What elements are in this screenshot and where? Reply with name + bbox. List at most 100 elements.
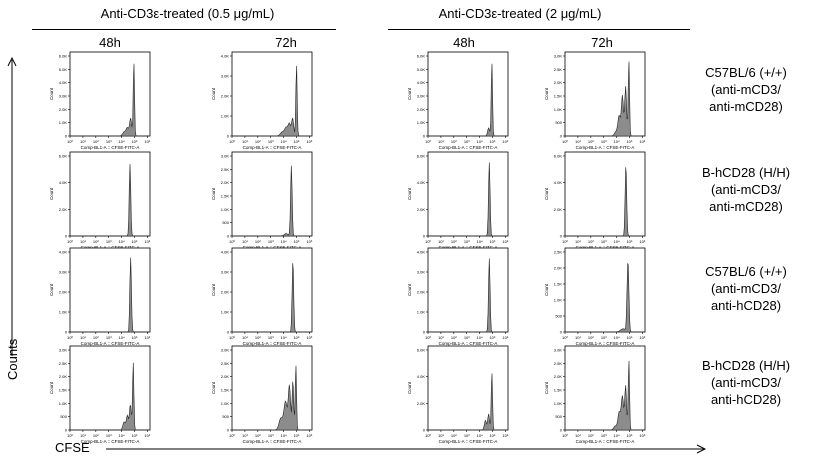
x-axis-title: Comp-BL1-A :: CFSE-FITC-A bbox=[439, 439, 498, 444]
histogram-area bbox=[565, 263, 645, 333]
x-tick-label: 10⁴ bbox=[614, 335, 620, 340]
y-tick-label: 500 bbox=[60, 414, 67, 419]
histogram-panel: 0 2.0K 4.0K 6.0K Count 10⁰ 10¹ 10² 10³ 10⁴ 10⁵ 10⁶ C… bbox=[407, 345, 509, 444]
x-tick-label: 10⁴ bbox=[614, 139, 620, 144]
group-divider-low-dose bbox=[32, 29, 336, 30]
x-tick-label: 10⁴ bbox=[477, 139, 483, 144]
y-tick-label: 3.0K bbox=[554, 54, 563, 59]
x-tick-label: 10² bbox=[451, 433, 457, 438]
y-axis-title: Count bbox=[544, 187, 549, 200]
x-tick-label: 10⁶ bbox=[502, 239, 508, 244]
histogram-area bbox=[565, 167, 645, 237]
row-label-4: B-hCD28 (H/H) (anti-mCD3/ anti-hCD28) bbox=[672, 357, 820, 408]
x-tick-label: 10¹ bbox=[242, 239, 248, 244]
y-axis-title: Count bbox=[49, 187, 54, 200]
histogram-panel: 0 500 1.0K 1.5K 2.0K 2.5K Count 10⁰ 10¹ 10² 10³ 10⁴… bbox=[544, 247, 646, 346]
x-tick-label: 10² bbox=[451, 335, 457, 340]
y-tick-label: 2.0K bbox=[417, 290, 426, 295]
x-tick-label: 10⁶ bbox=[144, 335, 150, 340]
x-tick-label: 10¹ bbox=[438, 139, 444, 144]
x-tick-label: 10⁵ bbox=[131, 335, 137, 340]
plot-frame bbox=[69, 247, 151, 333]
y-tick-label: 2.0K bbox=[221, 180, 230, 185]
x-tick-label: 10² bbox=[588, 239, 594, 244]
x-tick-label: 10² bbox=[255, 139, 261, 144]
y-tick-label: 2.0K bbox=[221, 374, 230, 379]
x-tick-label: 10³ bbox=[464, 239, 470, 244]
plot-frame bbox=[427, 151, 509, 237]
histogram-area bbox=[428, 373, 508, 431]
y-tick-label: 0 bbox=[65, 330, 68, 335]
x-tick-label: 10⁴ bbox=[281, 239, 287, 244]
y-tick-label: 4.0K bbox=[417, 180, 426, 185]
x-tick-label: 10³ bbox=[601, 139, 607, 144]
x-tick-label: 10⁶ bbox=[639, 239, 645, 244]
x-tick-label: 10⁴ bbox=[119, 433, 125, 438]
histogram-panel: 0 500 1.0K 1.5K 2.0K 2.5K 3.0K Count 10⁰ 10¹ 10² 10… bbox=[211, 345, 313, 444]
y-axis-title: Count bbox=[211, 87, 216, 100]
histogram-panel: 0 1.0K 2.0K 3.0K 4.0K Count 10⁰ 10¹ 10² 10³ 10⁴ 10⁵… bbox=[211, 247, 313, 346]
y-tick-label: 4.0K bbox=[221, 54, 230, 59]
x-tick-label: 10⁰ bbox=[562, 139, 568, 144]
y-tick-label: 3.0K bbox=[221, 154, 230, 159]
row-label-2: B-hCD28 (H/H) (anti-mCD3/ anti-mCD28) bbox=[672, 164, 820, 215]
plot-frame bbox=[69, 345, 151, 431]
y-tick-label: 2.5K bbox=[554, 361, 563, 366]
y-tick-label: 1.0K bbox=[554, 298, 563, 303]
plot-frame bbox=[231, 151, 313, 237]
row-label-1-line-3: anti-mCD28) bbox=[709, 99, 783, 114]
y-tick-label: 4.0K bbox=[59, 250, 68, 255]
y-tick-label: 5.0K bbox=[59, 67, 68, 72]
x-tick-label: 10⁴ bbox=[119, 139, 125, 144]
y-tick-label: 6.0K bbox=[417, 348, 426, 353]
x-tick-label: 10⁴ bbox=[614, 433, 620, 438]
histogram-panel: 0 500 1.0K 1.5K 2.0K 2.5K 3.0K Count 10⁰ 10¹ 10² 10… bbox=[544, 345, 646, 444]
x-tick-label: 10² bbox=[451, 139, 457, 144]
plot-frame bbox=[231, 345, 313, 431]
y-tick-label: 0 bbox=[423, 234, 426, 239]
x-axis-title: Comp-BL1-A :: CFSE-FITC-A bbox=[439, 341, 498, 346]
x-axis-title: Comp-BL1-A :: CFSE-FITC-A bbox=[81, 439, 140, 444]
x-tick-label: 10⁴ bbox=[281, 139, 287, 144]
y-tick-label: 4.0K bbox=[417, 80, 426, 85]
x-tick-label: 10⁰ bbox=[229, 139, 235, 144]
x-tick-label: 10⁵ bbox=[489, 139, 495, 144]
histogram-panel: 0 2.0K 4.0K 6.0K Count 10⁰ 10¹ 10² 10³ 10⁴ 10⁵ 10⁶ C… bbox=[544, 151, 646, 250]
plot-frame bbox=[231, 51, 313, 137]
histogram-panel: 0 1.0K 2.0K 3.0K 4.0K Count 10⁰ 10¹ 10² 10³ 10⁴ 10⁵… bbox=[49, 247, 151, 346]
y-tick-label: 500 bbox=[555, 414, 562, 419]
y-tick-label: 0 bbox=[423, 134, 426, 139]
x-tick-label: 10³ bbox=[268, 433, 274, 438]
x-tick-label: 10⁵ bbox=[293, 239, 299, 244]
y-tick-label: 1.0K bbox=[417, 120, 426, 125]
y-tick-label: 0 bbox=[65, 428, 68, 433]
plot-frame bbox=[69, 51, 151, 137]
group-title-high-dose: Anti-CD3ε-treated (2 μg/mL) bbox=[438, 6, 602, 21]
histogram-area bbox=[232, 165, 312, 237]
x-tick-label: 10² bbox=[255, 433, 261, 438]
x-tick-label: 10⁶ bbox=[306, 239, 312, 244]
x-axis-title: Comp-BL1-A :: CFSE-FITC-A bbox=[576, 145, 635, 150]
counts-arrowhead bbox=[7, 56, 17, 67]
plot-frame bbox=[564, 345, 646, 431]
counts-axis-label: Counts bbox=[5, 338, 20, 380]
group-title-low-dose: Anti-CD3ε-treated (0.5 μg/mL) bbox=[100, 6, 275, 21]
cfse-arrowhead bbox=[696, 444, 707, 454]
x-tick-label: 10⁵ bbox=[293, 433, 299, 438]
x-tick-label: 10⁶ bbox=[306, 139, 312, 144]
y-tick-label: 0 bbox=[227, 428, 230, 433]
x-tick-label: 10¹ bbox=[438, 239, 444, 244]
y-axis-title: Count bbox=[407, 87, 412, 100]
y-axis-title: Count bbox=[407, 381, 412, 394]
x-tick-label: 10⁴ bbox=[119, 239, 125, 244]
y-tick-label: 0 bbox=[560, 234, 563, 239]
y-axis-title: Count bbox=[407, 283, 412, 296]
y-tick-label: 1.0K bbox=[59, 310, 68, 315]
x-tick-label: 10³ bbox=[268, 139, 274, 144]
row-label-4-line-2: (anti-mCD3/ bbox=[710, 375, 782, 390]
y-tick-label: 1.5K bbox=[221, 388, 230, 393]
plot-frame bbox=[564, 247, 646, 333]
x-tick-label: 10¹ bbox=[575, 335, 581, 340]
x-tick-label: 10⁰ bbox=[425, 139, 431, 144]
x-axis-title: Comp-BL1-A :: CFSE-FITC-A bbox=[439, 245, 498, 250]
